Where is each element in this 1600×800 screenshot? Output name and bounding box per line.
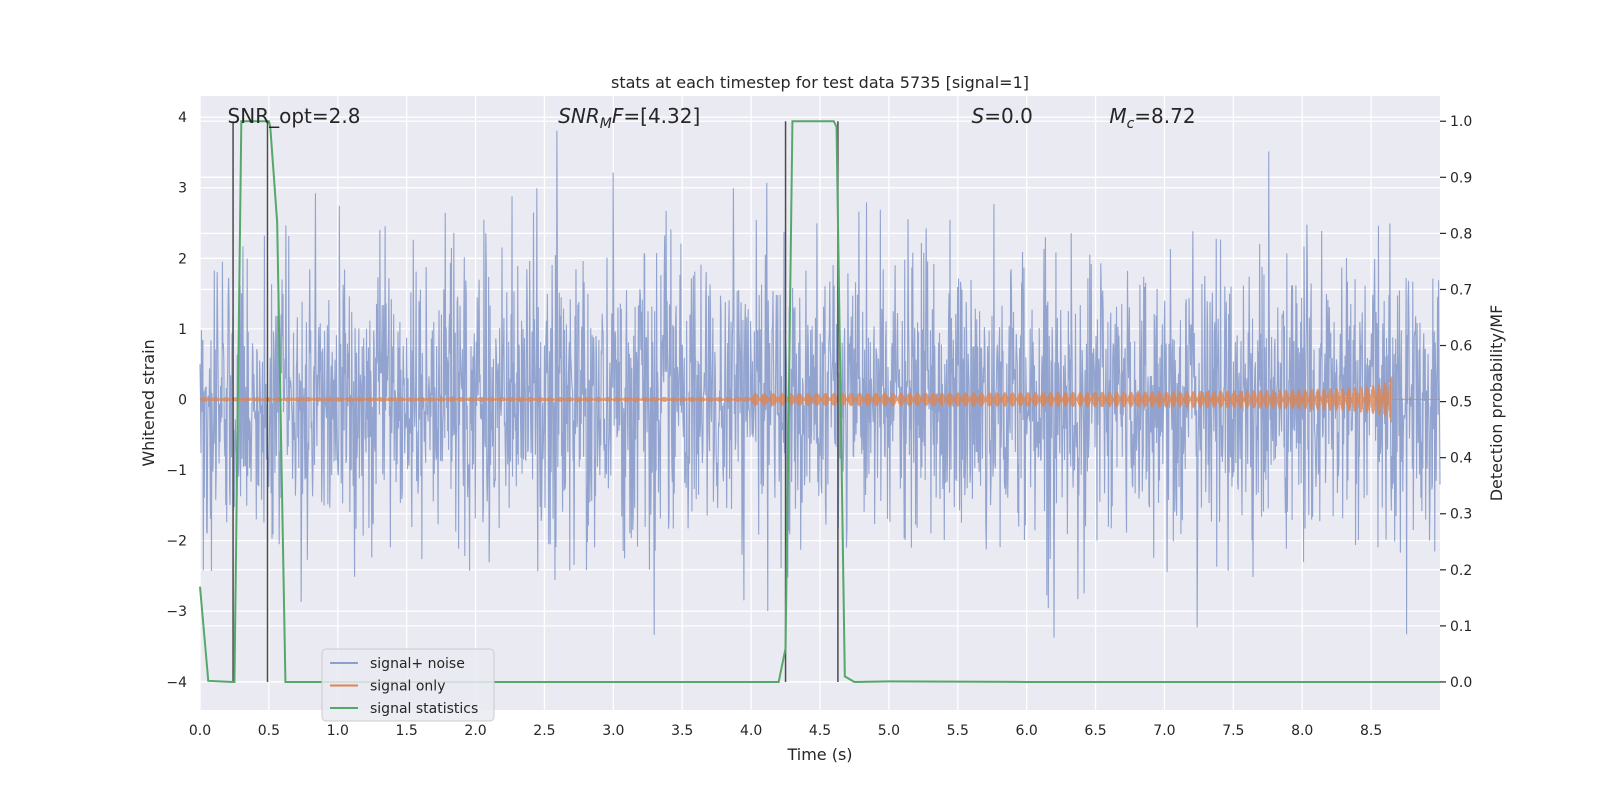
annotation-text: SNR_opt=2.8 [228,104,361,128]
y-right-tick-label: 0.2 [1450,563,1472,579]
y-right-tick-label: 0.0 [1450,675,1472,691]
y-right-tick-label: 0.8 [1450,226,1472,242]
signal-only-series [199,376,1440,423]
legend-box [321,648,495,722]
annotation-text: SNRMF=[4.32] [558,104,700,132]
x-tick-label: 6.5 [1084,723,1106,739]
annotations: SNR_opt=2.8 SNRMF=[4.32] S=0.0 Mc=8.72 [228,104,1196,132]
x-tick-label: 0.0 [189,723,211,739]
y-left-tick-label: −3 [166,604,187,620]
y-right-tick-label: 0.1 [1450,619,1472,635]
x-tick-label: 0.5 [258,723,280,739]
y-axis-left-label: Whitened strain [139,339,158,466]
legend-label: signal only [370,679,445,695]
y-left-tick-label: −4 [166,675,187,691]
x-tick-label: 3.5 [671,723,693,739]
legend-label: signal statistics [370,701,478,717]
signal-noise-line [199,130,1441,638]
y-right-tick-label: 0.7 [1450,282,1472,298]
signal-statistics-line [199,120,1440,683]
y-right-tick-label: 1.0 [1450,114,1472,130]
x-tick-label: 8.5 [1360,723,1382,739]
y-right-tick-label: 0.5 [1450,395,1472,411]
x-tick-label: 1.5 [396,723,418,739]
x-tick-label: 4.0 [740,723,762,739]
signal-statistics-series [199,120,1440,683]
x-tick-label: 1.0 [327,723,349,739]
y-axis-left: 4 3 2 1 0 −1 −2 −3 −4 [166,110,187,691]
x-tick-label: 2.0 [464,723,486,739]
y-left-tick-label: −1 [166,463,187,479]
chart-title: stats at each timestep for test data 573… [611,73,1029,92]
y-axis-right-label: Detection probability/MF [1487,305,1506,502]
y-left-tick-label: 1 [178,322,187,338]
y-right-tick-label: 0.9 [1450,170,1472,186]
x-tick-label: 3.0 [602,723,624,739]
y-left-tick-label: 0 [178,392,187,408]
annotation-text: S=0.0 [972,104,1033,128]
legend: signal+ noise signal only signal statistic… [321,648,495,722]
x-tick-label: 7.5 [1222,723,1244,739]
x-tick-label: 5.5 [947,723,969,739]
y-axis-right: 1.0 0.9 0.8 0.7 0.6 0.5 0.4 0.3 0.2 0.1 0.0 [1440,114,1472,691]
y-right-tick-label: 0.3 [1450,507,1472,523]
legend-label: signal+ noise [370,656,465,672]
y-left-tick-label: −2 [166,534,187,550]
y-left-tick-label: 3 [178,181,187,197]
signal-noise-series [199,130,1441,638]
x-tick-label: 4.5 [809,723,831,739]
y-right-tick-label: 0.6 [1450,339,1472,355]
y-right-tick-label: 0.4 [1450,451,1472,467]
x-tick-label: 6.0 [1016,723,1038,739]
x-axis: 0.0 0.5 1.0 1.5 2.0 2.5 3.0 3.5 4.0 4.5 5.0 5.5 6.0 6… [189,723,1382,739]
annotation-text: Mc=8.72 [1109,104,1195,132]
x-tick-label: 8.0 [1291,723,1313,739]
y-left-tick-label: 4 [178,110,187,126]
signal-only-line [199,376,1440,423]
x-tick-label: 5.0 [878,723,900,739]
x-tick-label: 2.5 [533,723,555,739]
y-left-tick-label: 2 [178,251,187,267]
x-axis-label: Time (s) [786,745,852,764]
x-tick-label: 7.0 [1153,723,1175,739]
